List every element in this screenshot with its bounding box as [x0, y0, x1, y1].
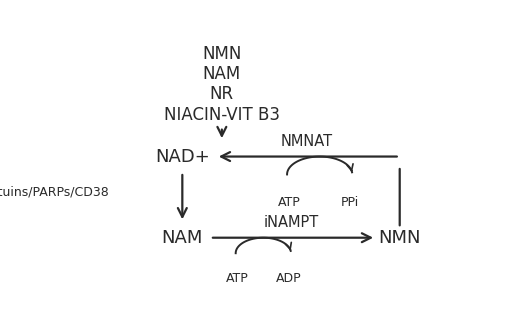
Text: NR: NR: [209, 86, 234, 104]
Text: NAM: NAM: [161, 229, 203, 247]
Text: NAM: NAM: [203, 65, 241, 83]
Text: NMN: NMN: [378, 229, 420, 247]
Text: NIACIN-VIT B3: NIACIN-VIT B3: [163, 106, 279, 124]
Text: PPi: PPi: [341, 196, 359, 209]
Text: ADP: ADP: [276, 272, 301, 285]
Text: NMNAT: NMNAT: [280, 134, 332, 148]
Text: Sirtuins/PARPs/CD38: Sirtuins/PARPs/CD38: [0, 186, 109, 199]
Text: iNAMPT: iNAMPT: [263, 215, 318, 230]
Text: ATP: ATP: [277, 196, 300, 209]
Text: NAD+: NAD+: [155, 148, 209, 166]
Text: NMN: NMN: [202, 45, 241, 63]
Text: ATP: ATP: [226, 272, 248, 285]
